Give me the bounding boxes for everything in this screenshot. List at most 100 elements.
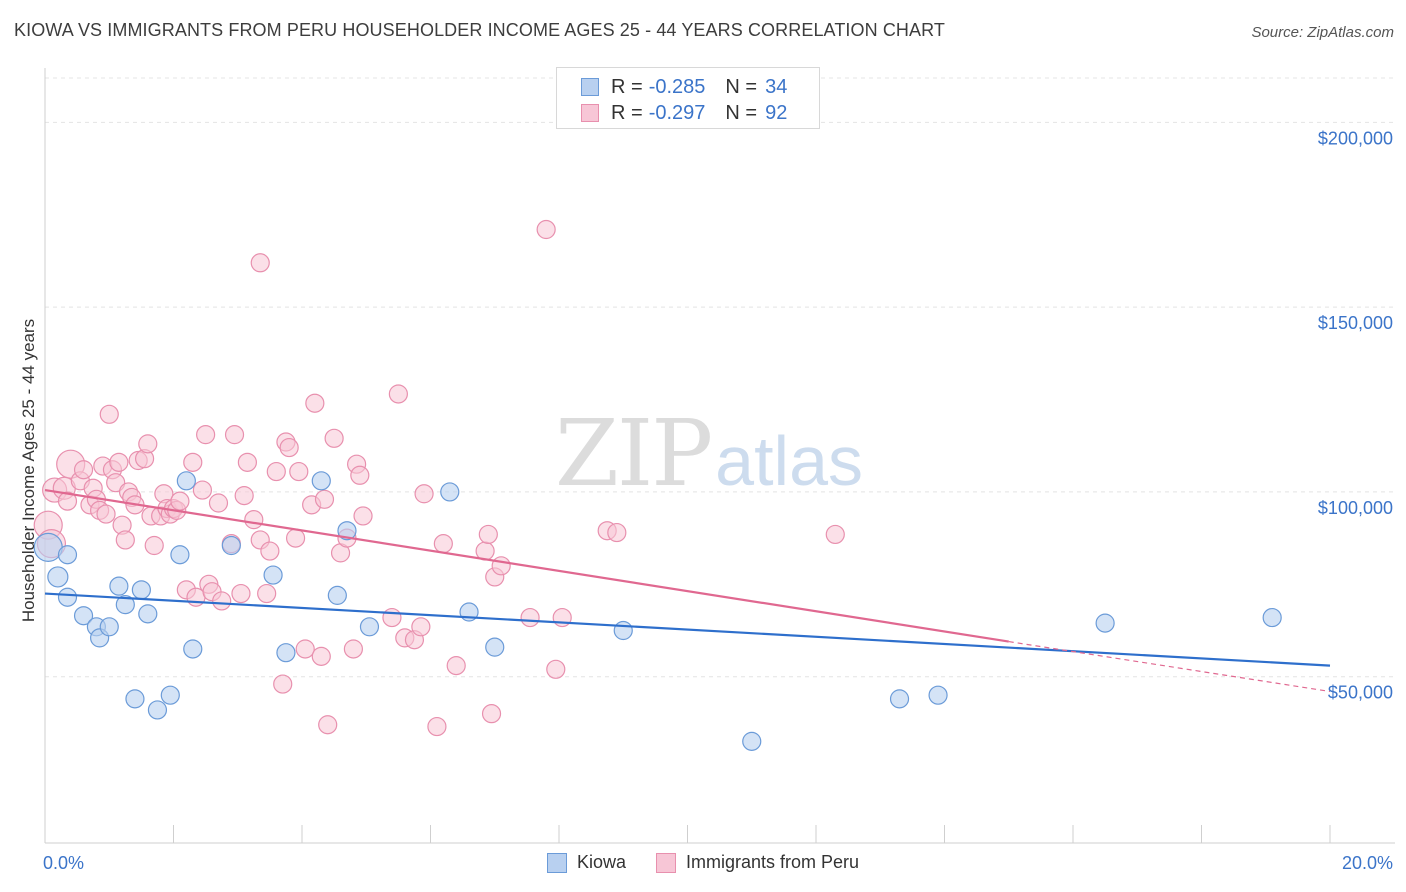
peru-point [481,704,502,724]
series-kiowa-points [33,471,1282,751]
peru-point [536,219,556,240]
peru-point [324,428,344,448]
peru-point [446,656,466,676]
peru-point [382,607,402,628]
peru-point [353,506,373,526]
stats-row-kiowa: R = -0.285 N = 34 [581,74,787,100]
peru-point [170,491,190,511]
kiowa-point [73,606,94,626]
peru-point [115,530,135,550]
peru-point [257,583,277,604]
kiowa-point [485,637,505,657]
peru-swatch [581,104,599,122]
peru-point [478,524,498,545]
peru-point [192,480,213,500]
kiowa-point [115,595,135,615]
legend-item-peru[interactable]: Immigrants from Peru [655,852,860,873]
peru-point [237,452,257,472]
peru-legend-swatch [655,852,676,873]
peru-point [224,425,245,445]
kiowa-legend-swatch [546,852,567,873]
peru-point [607,522,627,543]
x-tick-label-min: 0.0% [43,853,84,873]
kiowa-swatch [581,78,599,96]
kiowa-point [1262,607,1282,628]
legend-item-kiowa[interactable]: Kiowa [546,852,626,873]
chart-title: KIOWA VS IMMIGRANTS FROM PERU HOUSEHOLDE… [14,20,945,40]
y-tick-label: $200,000 [1318,128,1393,148]
kiowa-point [327,585,347,605]
peru-point [138,434,158,454]
peru-point [212,591,232,611]
peru-point [491,556,511,576]
peru-point [231,583,251,604]
kiowa-point [170,545,190,565]
kiowa-point [160,685,180,705]
kiowa-point [1095,613,1115,633]
chart-legend: Kiowa Immigrants from Peru [0,852,1406,873]
series-peru-points [33,219,845,737]
peru-point [289,461,309,482]
y-tick-label: $150,000 [1318,313,1393,333]
n-label: N = [725,75,758,98]
kiowa-point [57,587,78,607]
peru-point [305,393,325,413]
kiowa-point [147,700,168,720]
peru-point [414,484,434,504]
kiowa-point [613,620,633,641]
kiowa-point [359,617,380,637]
r-value: -0.285 [648,75,706,98]
peru-point [99,404,119,424]
peru-point [109,452,129,472]
stats-row-peru: R = -0.297 N = 92 [581,100,787,126]
kiowa-trend-line [44,592,1331,667]
n-value: 92 [765,101,788,124]
peru-point [546,659,566,679]
kiowa-point [276,643,296,663]
source-label: Source: ZipAtlas.com [1251,24,1394,41]
kiowa-point [928,685,948,705]
peru-point [106,473,126,493]
legend-label-kiowa: Kiowa [576,852,626,872]
kiowa-point [742,731,762,751]
axes [44,68,1395,844]
peru-point [411,617,431,637]
kiowa-point [131,580,151,600]
kiowa-point [138,604,158,624]
peru-point [388,384,408,404]
kiowa-point [221,535,241,556]
peru-point [520,607,540,628]
trend-lines [44,488,1331,693]
y-tick-label: $50,000 [1328,683,1393,703]
r-label: R = [611,75,643,98]
kiowa-point [176,471,196,491]
r-label: R = [611,101,643,124]
kiowa-point [263,565,283,585]
kiowa-point [33,532,63,562]
kiowa-point [337,521,357,541]
peru-point [250,253,270,273]
peru-point [183,452,203,472]
n-value: 34 [765,75,788,98]
kiowa-point [109,576,129,596]
kiowa-point [99,617,119,637]
peru-point [144,535,164,556]
x-tick-label-max: 20.0% [1342,853,1393,873]
peru-point [96,504,116,524]
legend-label-peru: Immigrants from Peru [685,852,860,872]
y-axis-title: Householder Income Ages 25 - 44 years [19,319,38,622]
peru-point [208,493,229,513]
peru-point [196,425,216,445]
kiowa-point [311,471,331,491]
r-value: -0.297 [648,101,706,124]
peru-point [825,524,845,545]
kiowa-point [125,689,145,709]
peru-point [279,437,299,458]
tick-labels: $50,000 $100,000 $150,000 $200,000 0.0% 20.0%… [19,128,1393,873]
peru-point [427,716,447,737]
peru-point [57,491,78,511]
peru-point [266,461,286,482]
peru-point [234,486,254,506]
peru-point [314,489,335,509]
